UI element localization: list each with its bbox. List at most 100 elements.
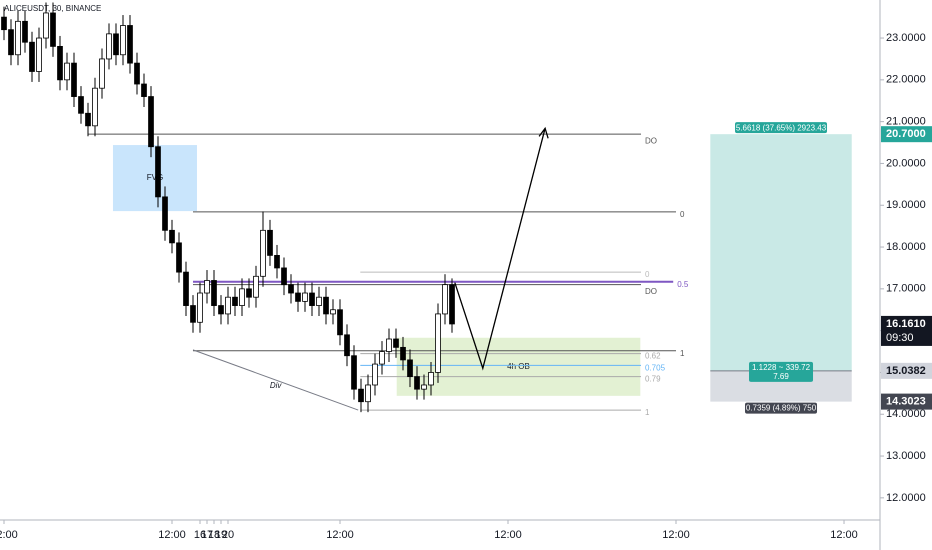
candle-body: [302, 292, 308, 302]
target-zone: [710, 134, 852, 371]
level-label: 1: [680, 349, 685, 358]
candle-body: [106, 33, 112, 60]
candle-body: [169, 229, 175, 244]
candle-body: [239, 288, 245, 306]
candle-body: [379, 351, 385, 365]
candle-body: [421, 384, 427, 390]
candle-body: [50, 12, 56, 47]
candle-body: [85, 112, 91, 127]
zone-box: [112, 145, 197, 212]
x-tick-label: 20: [222, 529, 234, 541]
candle-body: [92, 87, 98, 127]
y-tick-label: 13.0000: [886, 450, 926, 462]
level-label: 1: [645, 408, 650, 417]
price-tag-label: 20.7000: [886, 128, 926, 140]
y-tick-label: 21.0000: [886, 116, 926, 128]
candle-body: [414, 376, 420, 390]
candle-body: [442, 284, 448, 315]
target-label-bg: [735, 122, 828, 134]
countdown: 09:30: [886, 332, 914, 344]
candle-body: [225, 296, 231, 315]
div-label: Div: [270, 381, 283, 390]
y-tick-label: 12.0000: [886, 492, 926, 504]
candle-body: [295, 292, 301, 302]
candle-body: [183, 271, 189, 306]
y-tick-label: 19.0000: [886, 199, 926, 211]
zone-label: 4h OB: [507, 362, 530, 371]
candle-body: [337, 309, 343, 336]
candle-body: [330, 309, 336, 315]
candle-body: [15, 20, 21, 56]
candle-body: [1, 16, 7, 31]
y-tick-label: 14.0000: [886, 408, 926, 420]
price-tag: [881, 315, 932, 346]
candle-body: [176, 242, 182, 273]
level-label: 0: [680, 210, 685, 219]
stop-label-bg: [745, 402, 818, 414]
candle-body: [267, 229, 273, 256]
candle-body: [274, 255, 280, 269]
x-tick-label: 16: [194, 529, 206, 541]
x-tick-label: 12:00: [830, 529, 858, 541]
candle-body: [407, 359, 413, 378]
zone-label: FVG: [147, 173, 163, 182]
candle-body: [155, 146, 161, 198]
candle-body: [400, 346, 406, 361]
y-tick-label: 22.0000: [886, 74, 926, 86]
candle-body: [78, 96, 84, 114]
candle-body: [43, 12, 49, 39]
candle-body: [141, 83, 147, 97]
level-label: 0.79: [645, 375, 661, 384]
price-tag-label: 16.1610: [886, 318, 926, 330]
candle-body: [162, 196, 168, 231]
candle-body: [190, 305, 196, 323]
x-tick-label: 12:00: [158, 529, 186, 541]
candle-body: [344, 334, 350, 357]
candle-body: [99, 58, 105, 89]
y-tick-label: 20.0000: [886, 157, 926, 169]
x-tick-label: 19: [215, 529, 227, 541]
candle-body: [435, 313, 441, 373]
candle-body: [323, 296, 329, 315]
candle-body: [253, 275, 259, 298]
y-tick-label: 17.0000: [886, 283, 926, 295]
candle-body: [246, 288, 252, 298]
candle-body: [148, 96, 154, 148]
y-tick-label: 18.0000: [886, 241, 926, 253]
x-tick-label: 12:00: [326, 529, 354, 541]
candle-body: [120, 25, 126, 56]
candle-body: [449, 284, 455, 325]
candle-body: [218, 305, 224, 315]
x-tick-label: 18: [208, 529, 220, 541]
candle-body: [134, 62, 140, 85]
candle-body: [309, 292, 315, 306]
candle-body: [8, 29, 14, 56]
candle-body: [428, 372, 434, 386]
projection-arrow: [454, 128, 546, 371]
entry-label-qty: 7.69: [773, 372, 789, 381]
level-label: DO: [645, 287, 657, 296]
x-tick-label: 17: [201, 529, 213, 541]
target-label: 5.6618 (37.65%) 2923.43: [736, 123, 827, 132]
candle-body: [365, 384, 371, 403]
candle-body: [232, 296, 238, 306]
candle-body: [351, 355, 357, 390]
candle-body: [36, 37, 42, 72]
candle-body: [29, 41, 35, 72]
candle-body: [71, 62, 77, 97]
candle-body: [372, 363, 378, 386]
candle-body: [127, 25, 133, 64]
level-label: 0: [645, 270, 650, 279]
x-tick-label: 12:00: [662, 529, 690, 541]
level-label: DO: [645, 136, 657, 145]
candle-body: [316, 296, 322, 306]
level-label: 0.5: [677, 280, 689, 289]
level-label: 0.705: [645, 363, 666, 372]
div-line: [192, 349, 359, 411]
candle-body: [64, 62, 70, 81]
entry-label: 1.1228 ~ 339.72: [752, 363, 811, 372]
price-tag: [881, 126, 932, 143]
candle-body: [386, 338, 392, 352]
x-tick-label: 12:00: [494, 529, 522, 541]
